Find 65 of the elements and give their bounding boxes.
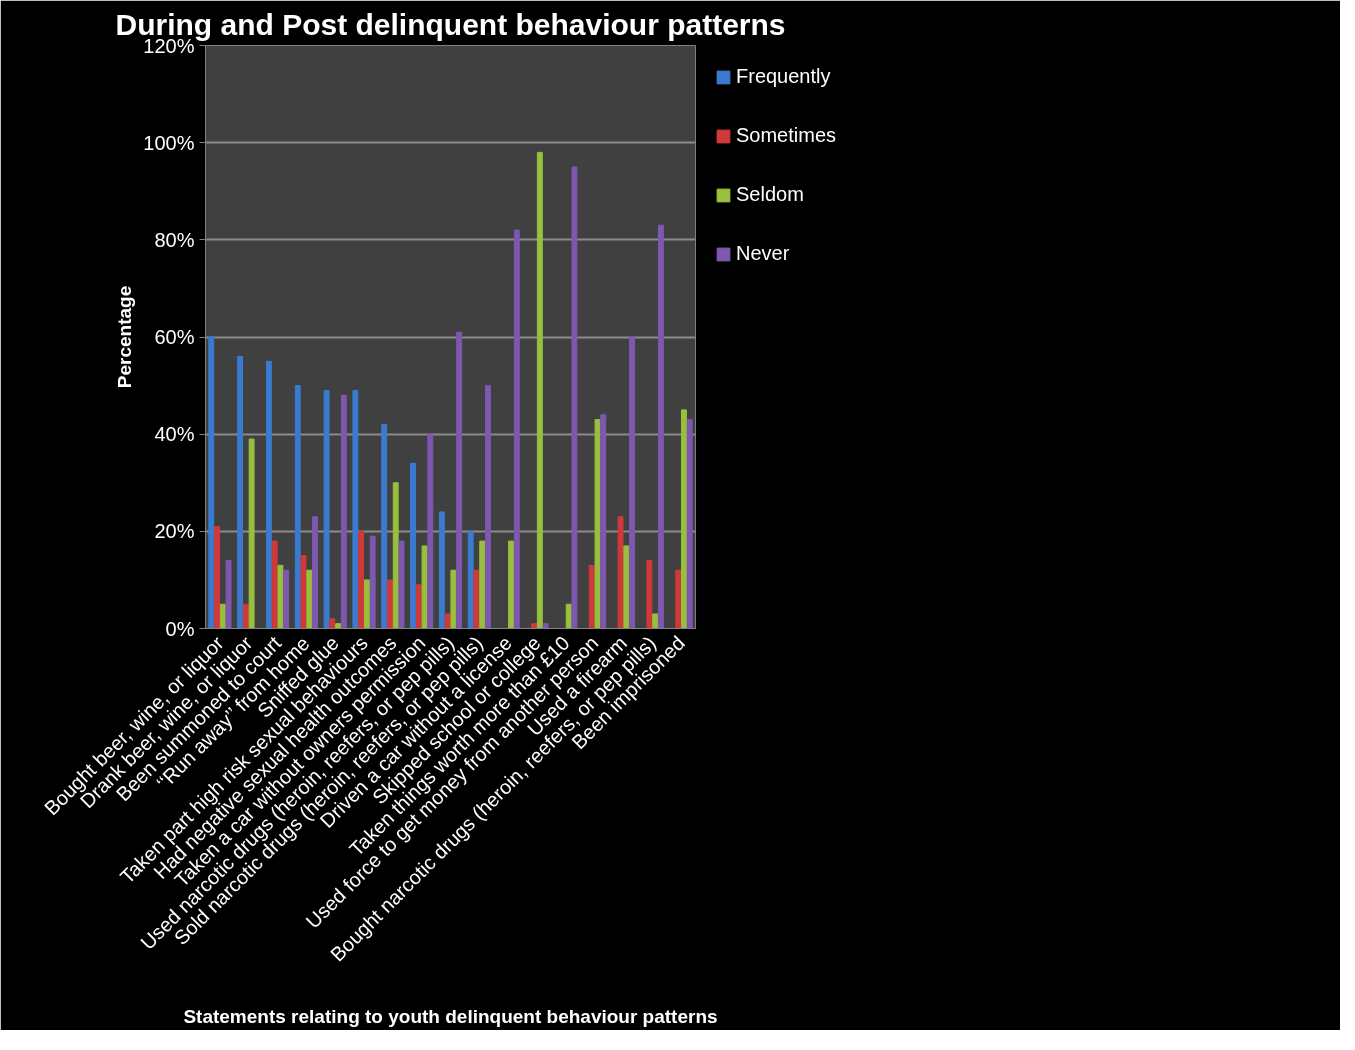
bar xyxy=(306,569,313,629)
bar xyxy=(335,623,342,629)
bar xyxy=(456,331,463,629)
y-axis-title: Percentage xyxy=(114,285,136,389)
bar xyxy=(277,564,284,629)
bar xyxy=(508,540,514,629)
bar xyxy=(329,618,336,629)
bar xyxy=(381,423,388,629)
bar xyxy=(225,559,232,629)
bar xyxy=(646,559,653,629)
legend-label: Sometimes xyxy=(736,124,837,147)
bar xyxy=(208,336,215,629)
bar xyxy=(248,438,255,629)
bar xyxy=(467,530,474,629)
bar xyxy=(571,166,578,629)
bar xyxy=(681,409,687,629)
bar xyxy=(214,525,220,629)
bar xyxy=(358,530,365,629)
bar xyxy=(369,535,376,629)
bar xyxy=(363,579,370,629)
bar xyxy=(479,540,486,629)
y-tick-label: 60% xyxy=(154,326,195,348)
bar xyxy=(531,623,538,629)
bar xyxy=(323,389,330,629)
bar xyxy=(600,414,607,629)
bar xyxy=(513,229,520,629)
bar xyxy=(392,482,399,629)
bar xyxy=(398,540,405,629)
bar xyxy=(421,545,428,629)
bar xyxy=(271,540,278,629)
bar xyxy=(652,613,659,629)
bar xyxy=(427,433,434,629)
legend-label: Seldom xyxy=(736,183,804,206)
bar xyxy=(300,555,307,629)
bar xyxy=(623,545,630,629)
y-tick-label: 80% xyxy=(154,228,195,251)
bar xyxy=(617,516,624,629)
bar xyxy=(283,569,290,629)
bar xyxy=(686,419,693,629)
legend-label: Never xyxy=(736,242,790,265)
bar xyxy=(629,336,636,629)
bar xyxy=(485,385,491,629)
bar xyxy=(657,224,664,629)
x-axis-title: Statements relating to youth delinquent behaviour patterns xyxy=(183,1006,718,1028)
bar xyxy=(265,360,272,629)
bar xyxy=(594,419,601,629)
y-tick-label: 100% xyxy=(143,131,195,154)
bar xyxy=(450,569,457,629)
bar xyxy=(542,623,549,629)
bar xyxy=(294,385,301,629)
bar xyxy=(438,511,445,629)
y-tick-label: 20% xyxy=(154,520,195,543)
bar xyxy=(536,151,543,629)
y-tick-label: 0% xyxy=(165,617,195,640)
bar xyxy=(242,603,249,629)
y-tick-label: 40% xyxy=(154,423,195,446)
bar xyxy=(675,569,682,629)
bar xyxy=(473,569,480,629)
bar xyxy=(312,516,318,629)
bar xyxy=(340,394,347,629)
bar xyxy=(352,389,359,629)
bar xyxy=(237,355,244,629)
bar xyxy=(410,462,416,629)
legend-label: Frequently xyxy=(736,65,831,88)
bar xyxy=(387,579,393,629)
